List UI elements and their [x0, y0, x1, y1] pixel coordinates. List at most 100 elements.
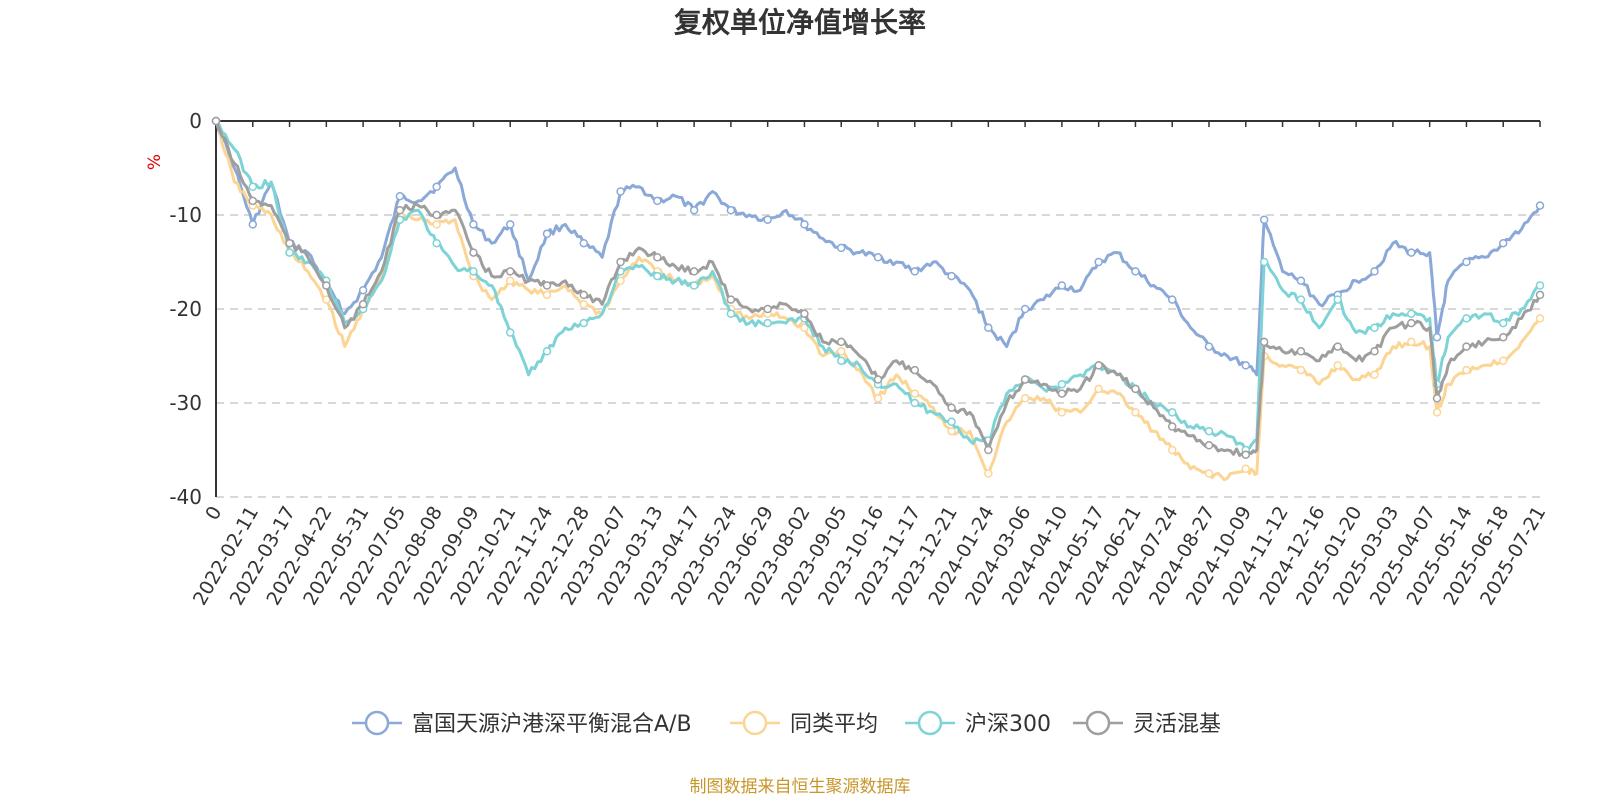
axes: 0-10-20-30-4002022-02-112022-03-172022-0… [169, 109, 1550, 609]
data-point [1296, 295, 1306, 304]
data-point [285, 248, 294, 257]
legend-circle-icon [917, 710, 943, 736]
series-lines [211, 116, 1545, 482]
x-tick-label: 0 [201, 503, 226, 524]
data-point [469, 220, 478, 229]
data-point [358, 285, 368, 295]
data-point [1296, 347, 1306, 356]
data-point [689, 267, 699, 276]
legend-item-0[interactable]: 富国天源沪港深平衡混合A/B [352, 710, 692, 737]
data-point [1432, 332, 1442, 342]
data-point [1535, 314, 1545, 323]
data-point [1462, 314, 1471, 323]
data-point [1020, 304, 1030, 314]
data-point [1057, 408, 1067, 417]
data-point [1131, 267, 1140, 276]
series-line-2 [214, 120, 1541, 452]
legend-circle-icon [742, 710, 768, 736]
y-tick-label: -20 [169, 297, 202, 321]
data-point [1462, 342, 1471, 351]
data-point [248, 196, 258, 206]
legend[interactable]: 富国天源沪港深平衡混合A/B 同类平均 沪深300 灵活混基 [352, 710, 1221, 737]
data-point [910, 398, 920, 408]
data-point [395, 206, 405, 215]
data-point [1167, 422, 1177, 431]
data-point [1259, 215, 1269, 224]
legend-circle-icon [1085, 710, 1111, 736]
data-point [1432, 408, 1442, 417]
data-point [542, 229, 552, 239]
data-point [984, 469, 993, 478]
data-point [1498, 356, 1508, 365]
legend-item-2[interactable]: 沪深300 [905, 710, 1051, 737]
series-line-1 [214, 120, 1542, 482]
data-point [984, 323, 993, 333]
data-point [1204, 426, 1214, 436]
data-point [836, 356, 846, 365]
data-point [505, 328, 515, 337]
data-point [616, 257, 625, 267]
data-point [322, 281, 331, 290]
data-point [947, 403, 956, 412]
data-point [1498, 332, 1508, 342]
data-point [1407, 318, 1416, 328]
legend-item-3[interactable]: 灵活混基 [1073, 710, 1221, 737]
data-point [836, 347, 846, 356]
data-point [469, 267, 478, 276]
y-tick-label: -10 [169, 203, 202, 227]
data-point [1094, 361, 1103, 370]
grid-lines [216, 214, 1540, 498]
data-point [653, 196, 662, 206]
data-point [248, 220, 258, 229]
data-point [947, 271, 956, 281]
data-point [579, 300, 589, 309]
data-point [947, 417, 956, 427]
data-point [1407, 309, 1416, 318]
legend-item-1[interactable]: 同类平均 [730, 710, 878, 737]
data-point [1333, 361, 1342, 370]
data-point [1498, 238, 1508, 248]
data-point [1432, 394, 1442, 403]
data-point [1131, 384, 1140, 394]
data-point [653, 253, 662, 262]
data-point [248, 182, 258, 192]
legend-label: 同类平均 [790, 712, 878, 737]
data-point [1296, 365, 1306, 375]
data-point [1241, 464, 1251, 474]
data-point [1462, 365, 1471, 375]
data-point [836, 337, 846, 347]
data-point [1094, 257, 1103, 267]
data-point [1333, 295, 1342, 304]
series-line-3 [214, 120, 1542, 458]
data-point [542, 347, 552, 356]
data-point [505, 276, 515, 286]
y-tick-label: -30 [169, 391, 202, 415]
data-point [1370, 323, 1379, 333]
data-point [1057, 379, 1067, 389]
data-point [1204, 342, 1214, 351]
data-point [984, 445, 993, 455]
data-point [579, 238, 589, 248]
data-point [1259, 257, 1269, 267]
data-point [542, 290, 552, 300]
data-point [579, 318, 589, 328]
data-point [873, 375, 883, 384]
data-point [432, 220, 441, 229]
data-point [432, 238, 441, 248]
source-note: 制图数据来自恒生聚源数据库 [690, 777, 911, 797]
data-point [1407, 248, 1416, 257]
data-point [1167, 445, 1177, 455]
data-point [873, 253, 883, 262]
data-point [1370, 267, 1379, 276]
data-point [910, 365, 920, 375]
data-point [763, 304, 772, 314]
data-point [1094, 384, 1103, 394]
series-line-0 [214, 120, 1542, 377]
data-point [1020, 394, 1030, 403]
data-point [653, 271, 662, 281]
data-point [579, 290, 589, 300]
data-point [1296, 276, 1306, 286]
data-point [505, 267, 515, 276]
data-point [395, 191, 405, 201]
legend-label: 灵活混基 [1133, 712, 1221, 737]
